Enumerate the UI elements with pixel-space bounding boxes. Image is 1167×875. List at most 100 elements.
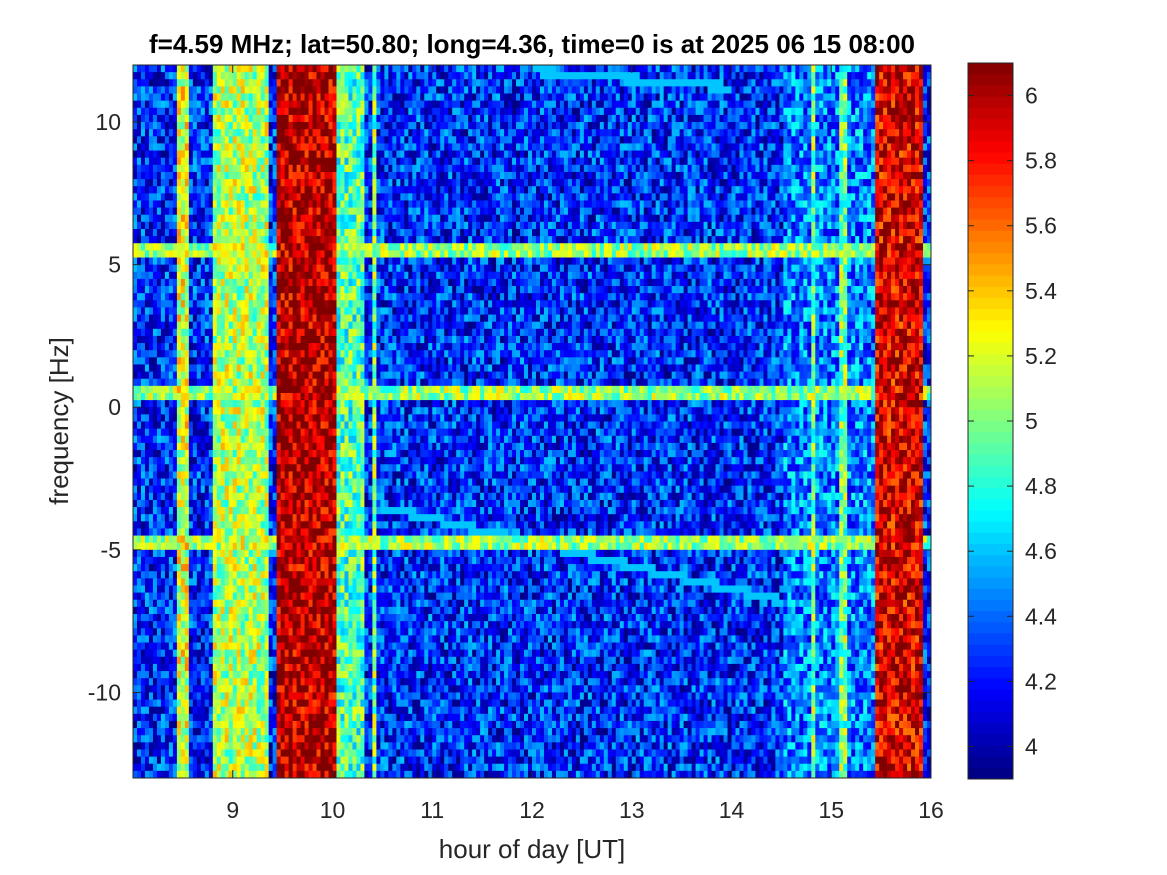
heatmap-cell [863, 136, 868, 144]
heatmap-cell [420, 228, 425, 237]
heatmap-cell [136, 207, 142, 216]
heatmap-cell [599, 193, 605, 201]
heatmap-cell [504, 93, 509, 102]
heatmap-cell [460, 228, 465, 237]
heatmap-cell [919, 107, 924, 116]
heatmap-cell [336, 72, 341, 80]
heatmap-cell [883, 157, 888, 166]
heatmap-cell [528, 157, 533, 166]
heatmap-cell [256, 122, 262, 130]
heatmap-cell [711, 129, 716, 137]
heatmap-cell [184, 228, 190, 237]
heatmap-cell [679, 136, 685, 144]
heatmap-cell [160, 143, 166, 151]
heatmap-cell [144, 129, 150, 137]
heatmap-cell [559, 214, 565, 223]
heatmap-cell [599, 171, 605, 180]
heatmap-cell [695, 65, 700, 73]
heatmap-cell [683, 129, 689, 137]
heatmap-cell [348, 107, 353, 116]
heatmap-cell [436, 171, 441, 180]
heatmap-cell [671, 171, 677, 180]
heatmap-cell [707, 79, 712, 87]
heatmap-cell [140, 72, 146, 80]
heatmap-cell [695, 228, 700, 237]
heatmap-cell [440, 236, 445, 244]
heatmap-cell [444, 214, 449, 223]
heatmap-cell [404, 157, 409, 166]
heatmap-cell [651, 171, 657, 180]
heatmap-cell [595, 200, 601, 208]
heatmap-cell [647, 136, 653, 144]
heatmap-cell [923, 164, 928, 173]
heatmap-cell [547, 150, 553, 159]
heatmap-cell [532, 122, 537, 130]
heatmap-cell [256, 129, 262, 137]
heatmap-cell [200, 150, 206, 159]
heatmap-cell [711, 179, 716, 187]
heatmap-cell [420, 136, 425, 144]
heatmap-cell [188, 150, 194, 159]
heatmap-cell [619, 207, 625, 216]
heatmap-cell [783, 164, 788, 173]
heatmap-cell [208, 100, 214, 109]
heatmap-cell [867, 164, 872, 173]
heatmap-cell [268, 228, 274, 237]
heatmap-cell [719, 129, 724, 137]
heatmap-cell [859, 72, 864, 80]
heatmap-cell [240, 72, 246, 80]
heatmap-cell [895, 164, 900, 173]
heatmap-cell [284, 100, 290, 109]
heatmap-cell [320, 72, 325, 80]
heatmap-cell [831, 79, 836, 87]
heatmap-cell [763, 129, 768, 137]
heatmap-cell [148, 122, 154, 130]
heatmap-cell [384, 150, 389, 159]
heatmap-cell [372, 228, 377, 237]
heatmap-cell [372, 72, 377, 80]
heatmap-cell [340, 150, 345, 159]
heatmap-cell [883, 228, 888, 237]
heatmap-cell [743, 107, 748, 116]
heatmap-cell [224, 72, 230, 80]
heatmap-cell [707, 107, 712, 116]
heatmap-cell [539, 186, 545, 194]
heatmap-cell [460, 122, 465, 130]
heatmap-cell [384, 72, 389, 80]
heatmap-cell [775, 107, 780, 116]
heatmap-cell [919, 72, 924, 80]
heatmap-cell [272, 221, 278, 230]
heatmap-cell [168, 171, 174, 180]
heatmap-cell [524, 214, 529, 223]
heatmap-cell [707, 179, 712, 187]
heatmap-cell [144, 107, 150, 116]
heatmap-cell [899, 129, 904, 137]
heatmap-cell [631, 171, 637, 180]
heatmap-cell [759, 136, 764, 144]
heatmap-cell [631, 150, 637, 159]
heatmap-cell [204, 136, 210, 144]
heatmap-cell [639, 186, 645, 194]
heatmap-cell [723, 236, 728, 244]
heatmap-cell [296, 136, 301, 144]
heatmap-cell [895, 179, 900, 187]
heatmap-cell [743, 136, 748, 144]
heatmap-cell [747, 79, 752, 87]
heatmap-cell [627, 193, 633, 201]
heatmap-cell [791, 65, 796, 73]
heatmap-cell [492, 107, 497, 116]
heatmap-cell [372, 207, 377, 216]
heatmap-cell [464, 150, 469, 159]
heatmap-cell [356, 114, 361, 123]
heatmap-cell [136, 129, 142, 137]
heatmap-cell [727, 79, 732, 87]
heatmap-cell [835, 114, 840, 123]
heatmap-cell [579, 179, 585, 187]
heatmap-cell [184, 221, 190, 230]
heatmap-cell [927, 114, 931, 123]
heatmap-cell [743, 79, 748, 87]
heatmap-cell [196, 171, 202, 180]
heatmap-cell [899, 171, 904, 180]
heatmap-cell [492, 171, 497, 180]
heatmap-cell [224, 136, 230, 144]
